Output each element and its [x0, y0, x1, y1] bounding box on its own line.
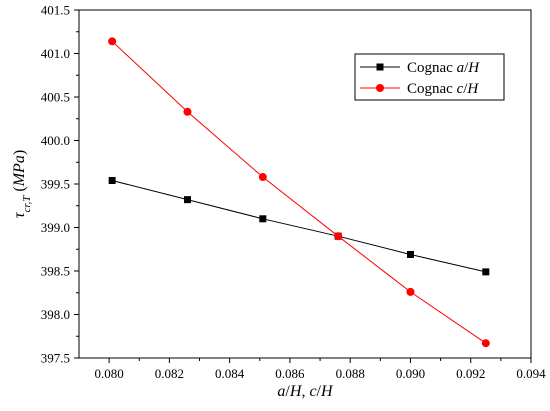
legend-marker	[376, 84, 384, 92]
x-tick-label: 0.082	[155, 366, 184, 381]
y-tick-label: 401.5	[41, 3, 70, 18]
y-tick-label: 399.0	[41, 220, 70, 235]
axis-ticks: 0.080 0.082 0.084 0.086 0.088 0.090 0.092 0.094…	[41, 3, 546, 382]
x-tick-label: 0.084	[215, 366, 245, 381]
legend-label: Cognac c/H	[407, 81, 479, 97]
data-point	[334, 232, 343, 241]
y-tick-label: 400.5	[41, 90, 70, 105]
series-line	[112, 180, 486, 273]
y-axis-title: τcr,T (MPa)	[11, 150, 33, 218]
y-tick-label: 397.5	[41, 351, 70, 366]
legend-marker	[376, 63, 384, 71]
data-point	[482, 268, 490, 276]
x-tick-label: 0.090	[396, 366, 425, 381]
data-point	[108, 177, 116, 185]
x-tick-label: 0.086	[275, 366, 305, 381]
legend: Cognac a/H Cognac c/H	[354, 53, 505, 101]
data-point	[183, 196, 191, 204]
x-tick-label: 0.094	[516, 366, 546, 381]
y-tick-label: 400.0	[41, 133, 70, 148]
legend-box	[354, 53, 505, 101]
series-line	[111, 40, 487, 344]
data-point	[108, 37, 117, 46]
x-tick-label: 0.088	[336, 366, 365, 381]
data-point	[259, 215, 267, 223]
x-tick-label: 0.092	[456, 366, 485, 381]
y-tick-label: 399.5	[41, 177, 70, 192]
series-layer	[108, 37, 490, 348]
x-axis-title: a/H, c/H	[277, 383, 334, 400]
y-tick-label: 398.0	[41, 307, 70, 322]
y-tick-label: 398.5	[41, 264, 70, 279]
data-point	[406, 287, 415, 296]
data-point	[481, 339, 490, 348]
x-tick-label: 0.080	[95, 366, 124, 381]
data-point	[258, 173, 267, 182]
legend-label: Cognac a/H	[407, 60, 480, 76]
y-tick-label: 401.0	[41, 46, 70, 61]
data-point	[183, 107, 192, 116]
data-point	[406, 250, 414, 258]
